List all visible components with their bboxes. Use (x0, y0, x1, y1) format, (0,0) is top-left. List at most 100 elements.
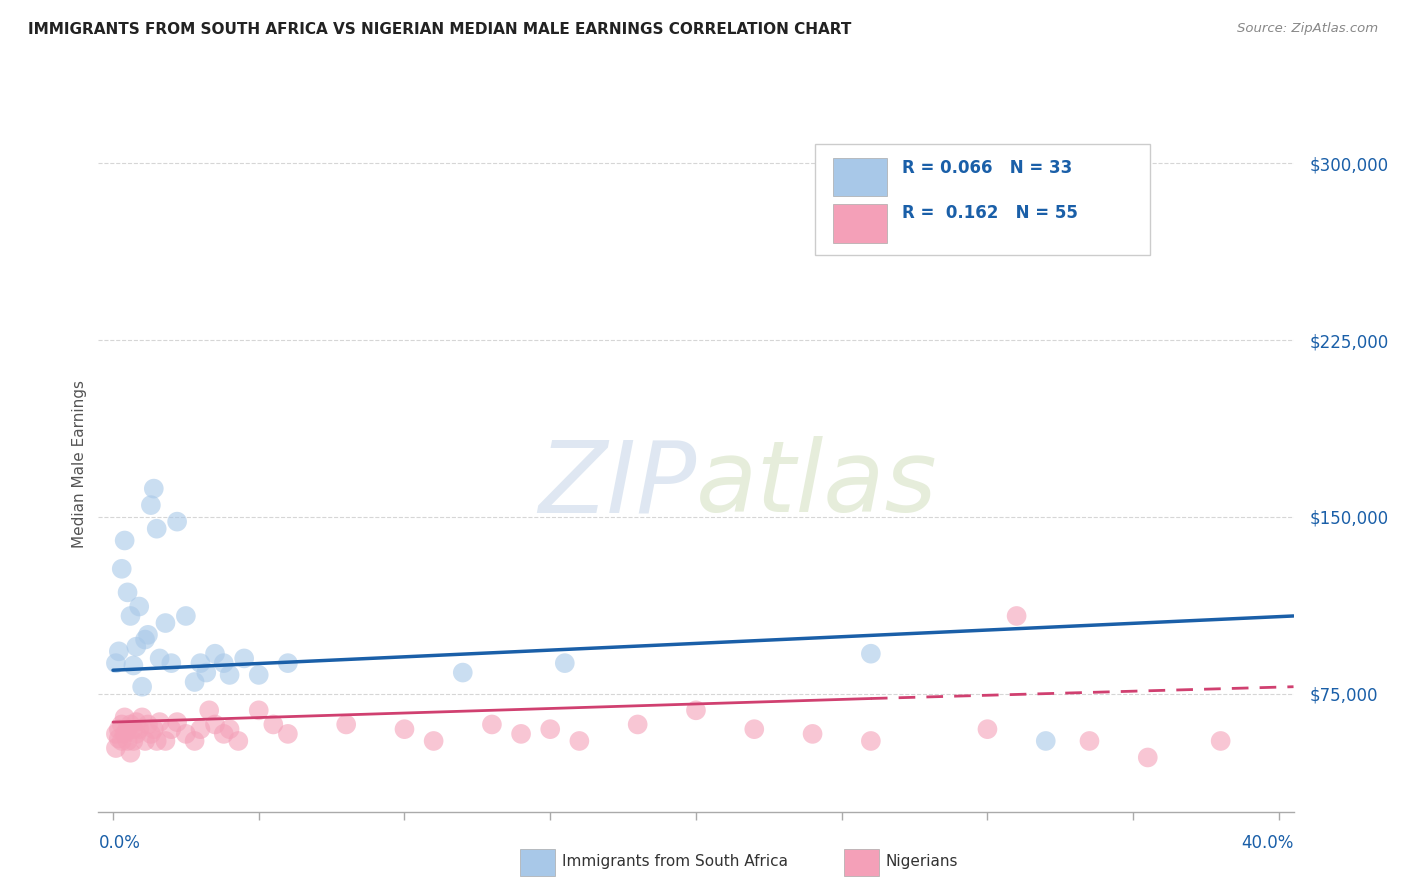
Point (859, 647, 882, 661)
Point (149, 651, 172, 665)
Point (155, 734, 177, 748)
Point (218, 668, 240, 682)
Point (204, 717, 226, 731)
Point (114, 533, 136, 548)
Text: IMMIGRANTS FROM SOUTH AFRICA VS NIGERIAN MEDIAN MALE EARNINGS CORRELATION CHART: IMMIGRANTS FROM SOUTH AFRICA VS NIGERIAN… (28, 22, 852, 37)
Point (247, 703, 270, 717)
Point (142, 482, 165, 496)
Text: ZIP: ZIP (537, 436, 696, 533)
Point (104, 656, 127, 670)
Point (122, 722, 145, 736)
Point (195, 665, 218, 680)
Point (104, 727, 127, 741)
Point (801, 727, 824, 741)
Point (125, 727, 148, 741)
Point (277, 656, 299, 670)
Point (131, 680, 153, 694)
Point (174, 727, 197, 741)
Point (134, 632, 156, 647)
Point (212, 656, 235, 670)
Point (422, 734, 444, 748)
Point (510, 727, 533, 741)
Point (155, 615, 177, 630)
FancyBboxPatch shape (834, 204, 887, 243)
Point (125, 640, 148, 654)
Point (104, 741, 127, 756)
Point (111, 562, 134, 576)
Point (142, 722, 165, 736)
Point (538, 722, 561, 736)
Point (166, 515, 188, 529)
Point (120, 746, 142, 760)
Point (134, 734, 156, 748)
Point (190, 722, 212, 736)
Text: atlas: atlas (696, 436, 938, 533)
Point (120, 609, 142, 624)
Point (145, 522, 167, 536)
Point (149, 715, 172, 730)
Point (1005, 609, 1028, 624)
Point (174, 609, 197, 624)
Point (108, 644, 131, 658)
Point (117, 734, 139, 748)
Point (114, 727, 136, 741)
Point (166, 715, 188, 730)
Point (1035, 734, 1057, 748)
Point (128, 599, 150, 614)
Text: 40.0%: 40.0% (1241, 834, 1294, 852)
Point (1209, 734, 1232, 748)
Point (212, 727, 235, 741)
Point (139, 498, 162, 512)
Point (131, 710, 153, 724)
Point (145, 734, 167, 748)
Text: Immigrants from South Africa: Immigrants from South Africa (562, 855, 789, 869)
Point (247, 668, 270, 682)
Point (122, 734, 145, 748)
Point (554, 656, 576, 670)
Point (183, 675, 205, 690)
Text: Nigerians: Nigerians (886, 855, 959, 869)
Point (262, 717, 284, 731)
Point (742, 722, 765, 736)
Point (111, 734, 134, 748)
Point (108, 722, 131, 736)
Point (218, 722, 240, 736)
Point (139, 727, 162, 741)
Y-axis label: Median Male Earnings: Median Male Earnings (72, 380, 87, 548)
Point (1078, 734, 1101, 748)
Text: R =  0.162   N = 55: R = 0.162 N = 55 (901, 204, 1077, 222)
Point (451, 665, 474, 680)
Point (136, 717, 159, 731)
Point (198, 703, 221, 717)
Point (204, 647, 226, 661)
Point (685, 703, 707, 717)
Point (114, 710, 136, 724)
Point (277, 727, 299, 741)
Point (111, 717, 134, 731)
FancyBboxPatch shape (815, 144, 1150, 255)
Point (228, 734, 250, 748)
Text: Source: ZipAtlas.com: Source: ZipAtlas.com (1237, 22, 1378, 36)
Point (1136, 750, 1159, 764)
Point (190, 656, 212, 670)
Point (627, 717, 650, 731)
Text: 0.0%: 0.0% (98, 834, 141, 852)
Point (859, 734, 882, 748)
FancyBboxPatch shape (834, 158, 887, 196)
Point (136, 628, 159, 642)
Point (108, 731, 131, 746)
Point (335, 717, 357, 731)
Point (568, 734, 591, 748)
Point (233, 651, 256, 665)
Text: R = 0.066   N = 33: R = 0.066 N = 33 (901, 159, 1071, 178)
Point (117, 585, 139, 599)
Point (160, 656, 183, 670)
Point (117, 722, 139, 736)
Point (125, 715, 148, 730)
Point (976, 722, 998, 736)
Point (122, 658, 145, 673)
Point (183, 734, 205, 748)
Point (394, 722, 416, 736)
Point (481, 717, 503, 731)
Point (160, 722, 183, 736)
